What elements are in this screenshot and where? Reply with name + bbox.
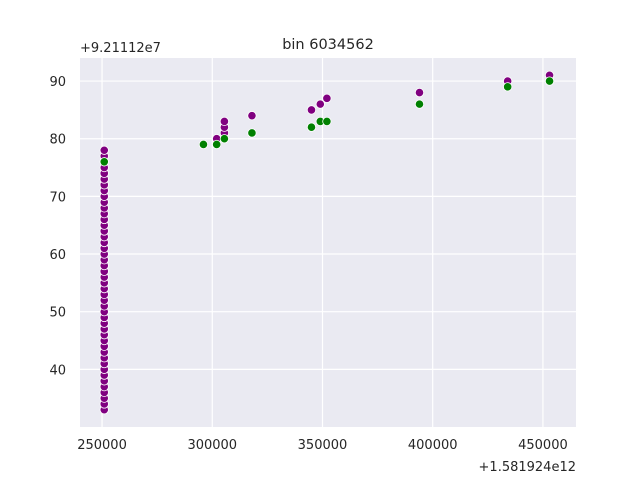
x-tick-label: 300000 [187, 438, 237, 453]
green-point [212, 139, 222, 150]
y-tick-labels: 40 50 60 70 80 90 [49, 75, 66, 378]
purple-point [306, 105, 317, 115]
green-point [247, 128, 257, 138]
green-point [306, 122, 317, 132]
y-tick-label: 90 [49, 75, 66, 90]
purple-point [414, 87, 425, 98]
purple-point [322, 93, 332, 103]
y-tick-label: 50 [49, 306, 66, 321]
purple-point [99, 145, 109, 155]
x-offset-label: +1.581924e12 [479, 460, 576, 475]
x-tick-label: 400000 [408, 438, 458, 453]
x-tick-labels: 250000 300000 350000 400000 450000 [77, 438, 568, 453]
plot-background [80, 58, 576, 427]
y-offset-label: +9.21112e7 [80, 41, 161, 56]
green-point [414, 99, 425, 109]
y-tick-label: 40 [49, 363, 66, 378]
purple-point [315, 99, 325, 109]
y-tick-label: 80 [49, 133, 66, 148]
data-points [99, 70, 555, 415]
green-point [99, 157, 109, 167]
green-point [322, 116, 332, 127]
x-tick-label: 450000 [518, 438, 568, 453]
green-point [503, 82, 513, 92]
purple-point [219, 116, 229, 127]
chart-title: bin 6034562 [282, 37, 374, 53]
purple-point [247, 111, 257, 121]
green-point [544, 76, 555, 86]
x-tick-label: 250000 [77, 438, 127, 453]
green-point [219, 134, 229, 144]
y-tick-label: 60 [49, 248, 66, 263]
y-tick-label: 70 [49, 190, 66, 205]
green-point [198, 139, 209, 150]
x-tick-label: 350000 [298, 438, 348, 453]
